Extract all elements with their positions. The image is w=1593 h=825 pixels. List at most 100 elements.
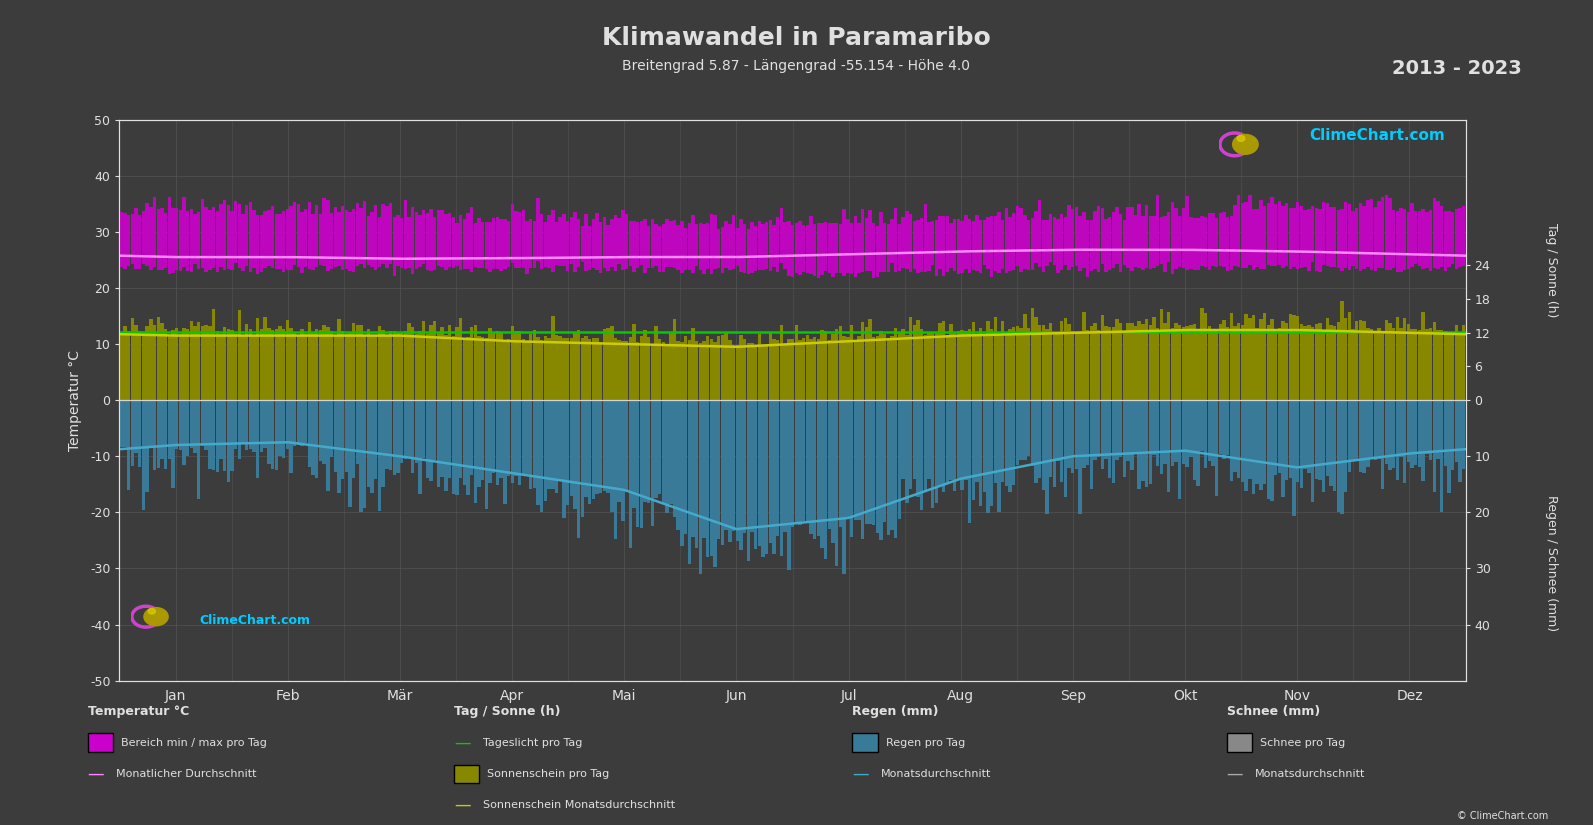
Bar [543, 337, 546, 400]
Bar [779, 208, 784, 263]
Bar [857, 336, 860, 400]
Bar [1258, 400, 1263, 490]
Bar [1381, 197, 1384, 267]
Bar [1222, 400, 1225, 459]
Bar [661, 400, 666, 503]
Bar [1193, 218, 1196, 270]
Bar [790, 339, 795, 400]
Bar [591, 338, 596, 400]
Bar [736, 346, 739, 400]
Bar [1179, 215, 1182, 266]
Bar [209, 400, 212, 469]
Bar [134, 400, 137, 453]
Bar [441, 400, 444, 477]
Bar [500, 333, 503, 400]
Bar [293, 333, 296, 400]
Bar [518, 332, 521, 400]
Bar [812, 337, 816, 400]
Bar [835, 400, 838, 566]
Bar [964, 331, 967, 400]
Bar [1440, 330, 1443, 400]
Bar [618, 400, 621, 502]
Bar [537, 197, 540, 262]
Bar [529, 334, 532, 400]
Bar [1388, 323, 1392, 400]
Bar [392, 400, 397, 475]
Bar [403, 200, 406, 269]
Bar [624, 400, 628, 492]
Bar [1098, 330, 1101, 400]
Bar [1093, 211, 1096, 269]
Bar [333, 400, 336, 472]
Bar [1351, 329, 1354, 400]
Bar [784, 400, 787, 532]
Bar [994, 318, 997, 400]
Bar [747, 229, 750, 274]
Text: Monatsdurchschnitt: Monatsdurchschnitt [881, 769, 991, 779]
Bar [156, 400, 159, 469]
Bar [540, 400, 543, 512]
Bar [193, 214, 198, 264]
Bar [1429, 210, 1432, 271]
Bar [1137, 321, 1141, 400]
Bar [890, 219, 894, 263]
Bar [1016, 400, 1020, 465]
Bar [282, 210, 285, 272]
Bar [1244, 201, 1247, 268]
Bar [1384, 320, 1388, 400]
Bar [913, 220, 916, 269]
Bar [1403, 318, 1407, 400]
Bar [1115, 207, 1118, 264]
Bar [537, 400, 540, 505]
Bar [408, 323, 411, 400]
Bar [1308, 400, 1311, 474]
Text: Bereich min / max pro Tag: Bereich min / max pro Tag [121, 738, 268, 747]
Bar [322, 325, 327, 400]
Bar [1211, 330, 1214, 400]
Bar [688, 400, 691, 564]
Bar [352, 209, 355, 271]
Bar [1005, 334, 1008, 400]
Bar [1429, 400, 1432, 460]
Bar [193, 326, 198, 400]
Bar [414, 334, 417, 400]
Bar [1274, 400, 1278, 474]
Bar [706, 400, 709, 557]
Text: Schnee (mm): Schnee (mm) [1227, 705, 1321, 719]
Bar [1123, 400, 1126, 477]
Bar [1437, 200, 1440, 269]
Bar [1395, 317, 1399, 400]
Bar [1118, 323, 1123, 400]
Bar [1045, 219, 1048, 266]
Bar [1045, 328, 1048, 400]
Bar [843, 400, 846, 574]
Bar [1437, 400, 1440, 459]
Bar [234, 200, 237, 263]
Bar [573, 400, 577, 509]
Bar [548, 400, 551, 488]
Bar [1378, 400, 1381, 459]
Bar [330, 400, 333, 456]
Bar [1344, 400, 1348, 493]
Bar [532, 400, 537, 488]
Bar [448, 214, 451, 266]
Bar [820, 223, 824, 276]
Bar [119, 212, 123, 267]
Bar [1204, 400, 1207, 468]
Bar [279, 214, 282, 269]
Bar [969, 219, 972, 273]
Bar [374, 335, 378, 400]
Bar [849, 400, 854, 537]
Bar [186, 400, 190, 456]
Bar [366, 400, 370, 488]
Bar [607, 224, 610, 271]
Bar [1241, 325, 1244, 400]
Bar [1227, 328, 1230, 400]
Bar [714, 342, 717, 400]
Bar [1451, 332, 1454, 400]
Bar [865, 327, 868, 400]
Bar [983, 335, 986, 400]
Bar [784, 344, 787, 400]
Bar [1064, 400, 1067, 497]
Bar [481, 222, 484, 268]
